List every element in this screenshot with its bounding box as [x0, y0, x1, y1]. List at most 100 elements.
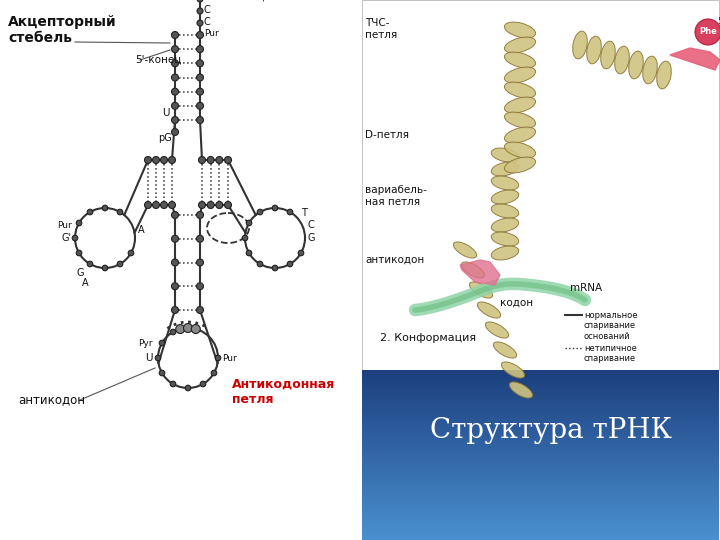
Circle shape	[102, 265, 108, 271]
Ellipse shape	[600, 41, 616, 69]
Bar	[362, 457, 719, 460]
Text: U: U	[163, 108, 170, 118]
Bar	[362, 525, 719, 528]
Text: Pur: Pur	[204, 30, 219, 38]
Bar	[362, 491, 719, 494]
Bar	[362, 504, 719, 507]
Circle shape	[197, 103, 204, 109]
Bar	[362, 517, 719, 519]
Circle shape	[171, 103, 179, 109]
Circle shape	[159, 370, 165, 376]
Ellipse shape	[505, 52, 536, 68]
Bar	[362, 523, 719, 525]
Bar	[362, 440, 719, 443]
Bar	[362, 461, 719, 464]
Ellipse shape	[505, 142, 536, 158]
Circle shape	[170, 329, 176, 335]
Ellipse shape	[505, 22, 536, 38]
Ellipse shape	[491, 246, 519, 260]
Circle shape	[171, 60, 179, 67]
Bar	[362, 389, 719, 392]
Bar	[362, 459, 719, 462]
Circle shape	[272, 265, 278, 271]
Bar	[362, 515, 719, 517]
Bar	[362, 485, 719, 488]
Bar	[362, 536, 719, 538]
Bar	[362, 431, 719, 434]
Circle shape	[197, 20, 203, 26]
Text: mRNA: mRNA	[570, 283, 602, 293]
Ellipse shape	[657, 61, 671, 89]
Circle shape	[171, 283, 179, 290]
Circle shape	[197, 259, 204, 266]
Circle shape	[171, 74, 179, 81]
Text: C: C	[204, 17, 211, 27]
Bar	[362, 400, 719, 402]
Circle shape	[197, 74, 204, 81]
Circle shape	[257, 209, 263, 215]
Bar	[362, 421, 719, 423]
Circle shape	[171, 235, 179, 242]
Bar	[0, 0, 360, 540]
Bar	[362, 434, 719, 436]
Text: Антикодонная
петля: Антикодонная петля	[232, 378, 336, 406]
Bar	[362, 415, 719, 417]
Text: 5'-конец: 5'-конец	[135, 55, 181, 65]
Bar	[362, 483, 719, 485]
Bar	[362, 453, 719, 456]
Text: G: G	[308, 233, 315, 243]
Bar	[362, 495, 719, 498]
Text: Pyr: Pyr	[138, 339, 153, 348]
Circle shape	[145, 157, 151, 164]
Text: антикодон: антикодон	[18, 394, 85, 407]
Circle shape	[171, 307, 179, 314]
Bar	[362, 531, 719, 534]
Circle shape	[102, 205, 108, 211]
Circle shape	[225, 157, 232, 164]
Circle shape	[246, 250, 252, 256]
Bar	[362, 476, 719, 479]
Bar	[362, 417, 719, 420]
Bar	[362, 429, 719, 432]
Circle shape	[168, 201, 176, 208]
Bar	[362, 444, 719, 447]
Bar	[362, 436, 719, 438]
Circle shape	[156, 355, 161, 361]
Bar	[362, 538, 719, 540]
Bar	[362, 447, 719, 449]
Text: 2. Конформация: 2. Конформация	[380, 333, 476, 343]
Circle shape	[216, 157, 222, 164]
Bar	[362, 381, 719, 383]
Circle shape	[161, 201, 168, 208]
Circle shape	[168, 157, 176, 164]
Circle shape	[200, 381, 206, 387]
Ellipse shape	[643, 56, 657, 84]
Bar	[362, 497, 719, 500]
Bar	[362, 534, 719, 536]
Text: D-петля: D-петля	[365, 130, 409, 140]
Ellipse shape	[505, 97, 536, 113]
Bar	[362, 481, 719, 483]
Circle shape	[171, 88, 179, 95]
Text: нетипичное
спаривание: нетипичное спаривание	[584, 344, 637, 363]
Bar	[362, 413, 719, 415]
Bar	[362, 493, 719, 496]
Bar	[362, 478, 719, 481]
Circle shape	[197, 0, 203, 2]
Ellipse shape	[505, 37, 536, 53]
Circle shape	[216, 201, 222, 208]
Bar	[362, 385, 719, 388]
Ellipse shape	[491, 204, 519, 218]
Ellipse shape	[462, 262, 485, 278]
Ellipse shape	[491, 176, 519, 190]
Bar	[362, 506, 719, 509]
Ellipse shape	[587, 36, 601, 64]
Bar	[362, 465, 719, 468]
Text: 5': 5'	[717, 17, 720, 26]
Circle shape	[171, 117, 179, 124]
Circle shape	[197, 235, 204, 242]
Circle shape	[246, 220, 252, 226]
Ellipse shape	[510, 382, 533, 398]
Ellipse shape	[493, 342, 516, 358]
Text: антикодон: антикодон	[365, 255, 424, 265]
